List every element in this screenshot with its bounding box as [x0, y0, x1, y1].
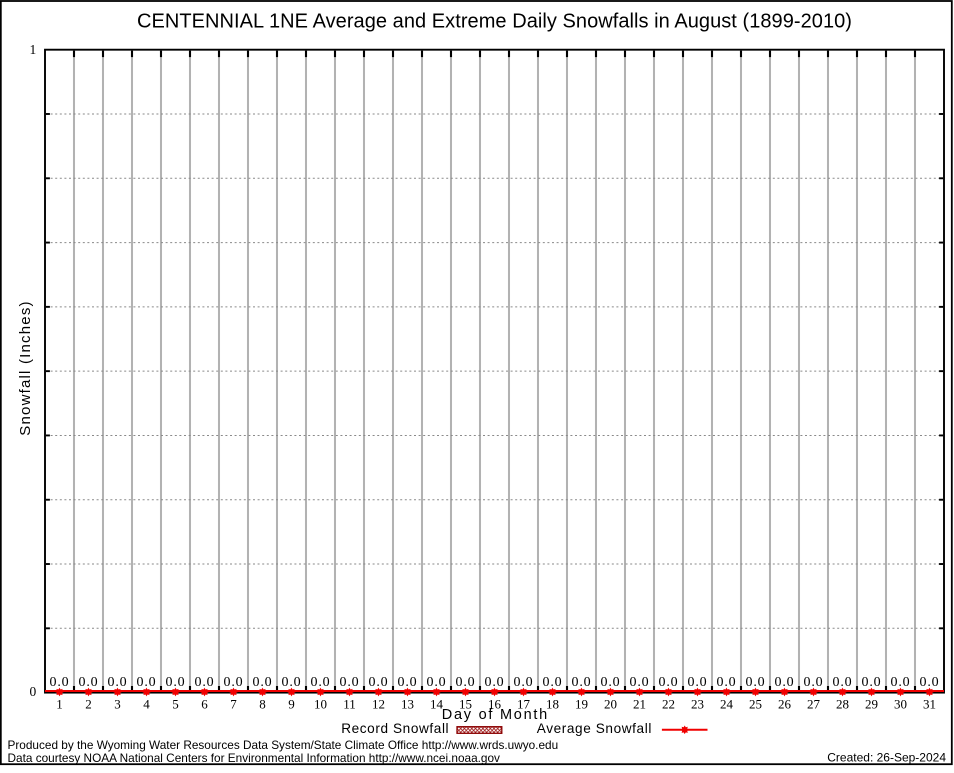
svg-text:0.0: 0.0 [50, 675, 70, 690]
svg-text:Snowfall (Inches): Snowfall (Inches) [17, 300, 34, 435]
svg-text:0.0: 0.0 [253, 675, 273, 690]
svg-text:8: 8 [259, 696, 266, 711]
svg-text:31: 31 [923, 696, 936, 711]
svg-text:23: 23 [691, 696, 704, 711]
svg-text:0.0: 0.0 [920, 675, 940, 690]
svg-text:19: 19 [575, 696, 588, 711]
svg-text:14: 14 [430, 696, 444, 711]
svg-text:Data courtesy NOAA National Ce: Data courtesy NOAA National Centers for … [8, 751, 501, 765]
svg-text:27: 27 [807, 696, 821, 711]
svg-text:7: 7 [230, 696, 237, 711]
svg-text:26: 26 [778, 696, 792, 711]
svg-text:0.0: 0.0 [659, 675, 679, 690]
svg-text:CENTENNIAL 1NE Average and Ext: CENTENNIAL 1NE Average and Extreme Daily… [137, 10, 852, 32]
svg-text:0.0: 0.0 [485, 675, 505, 690]
svg-text:16: 16 [488, 696, 502, 711]
svg-text:0.0: 0.0 [369, 675, 389, 690]
svg-text:0.0: 0.0 [833, 675, 853, 690]
svg-text:0.0: 0.0 [311, 675, 331, 690]
svg-text:0.0: 0.0 [456, 675, 476, 690]
svg-text:4: 4 [143, 696, 150, 711]
svg-text:0.0: 0.0 [630, 675, 650, 690]
svg-text:0.0: 0.0 [862, 675, 882, 690]
svg-text:0.0: 0.0 [224, 675, 244, 690]
svg-text:2: 2 [85, 696, 92, 711]
svg-text:15: 15 [459, 696, 472, 711]
svg-text:10: 10 [314, 696, 327, 711]
svg-text:0: 0 [29, 684, 36, 699]
svg-text:0.0: 0.0 [804, 675, 824, 690]
svg-text:3: 3 [114, 696, 121, 711]
svg-text:18: 18 [546, 696, 559, 711]
svg-text:0.0: 0.0 [775, 675, 795, 690]
svg-text:Created: 26-Sep-2024: Created: 26-Sep-2024 [827, 750, 946, 764]
svg-text:Produced by the Wyoming Water: Produced by the Wyoming Water Resources … [8, 738, 559, 752]
svg-text:12: 12 [372, 696, 385, 711]
svg-text:0.0: 0.0 [166, 675, 186, 690]
svg-text:9: 9 [288, 696, 295, 711]
svg-text:0.0: 0.0 [543, 675, 563, 690]
svg-text:Record Snowfall: Record Snowfall [341, 721, 449, 736]
svg-text:1: 1 [56, 696, 63, 711]
svg-text:24: 24 [720, 696, 734, 711]
svg-text:0.0: 0.0 [514, 675, 534, 690]
svg-text:0.0: 0.0 [340, 675, 360, 690]
svg-text:0.0: 0.0 [688, 675, 708, 690]
svg-text:0.0: 0.0 [195, 675, 215, 690]
svg-text:22: 22 [662, 696, 675, 711]
svg-text:6: 6 [201, 696, 208, 711]
svg-text:1: 1 [29, 42, 36, 57]
svg-text:25: 25 [749, 696, 762, 711]
svg-text:21: 21 [633, 696, 646, 711]
svg-text:29: 29 [865, 696, 878, 711]
svg-text:0.0: 0.0 [601, 675, 621, 690]
svg-text:0.0: 0.0 [746, 675, 766, 690]
svg-text:0.0: 0.0 [282, 675, 302, 690]
svg-text:0.0: 0.0 [572, 675, 592, 690]
svg-text:28: 28 [836, 696, 849, 711]
svg-text:20: 20 [604, 696, 617, 711]
svg-text:Day of Month: Day of Month [442, 707, 549, 723]
svg-text:Average Snowfall: Average Snowfall [537, 721, 652, 736]
svg-text:0.0: 0.0 [717, 675, 737, 690]
svg-text:17: 17 [517, 696, 531, 711]
svg-text:30: 30 [894, 696, 907, 711]
svg-text:0.0: 0.0 [79, 675, 99, 690]
svg-text:0.0: 0.0 [137, 675, 157, 690]
svg-text:0.0: 0.0 [427, 675, 447, 690]
svg-text:5: 5 [172, 696, 179, 711]
svg-text:0.0: 0.0 [891, 675, 911, 690]
svg-text:11: 11 [343, 696, 356, 711]
svg-text:0.0: 0.0 [108, 675, 128, 690]
svg-text:0.0: 0.0 [398, 675, 418, 690]
svg-text:13: 13 [401, 696, 414, 711]
